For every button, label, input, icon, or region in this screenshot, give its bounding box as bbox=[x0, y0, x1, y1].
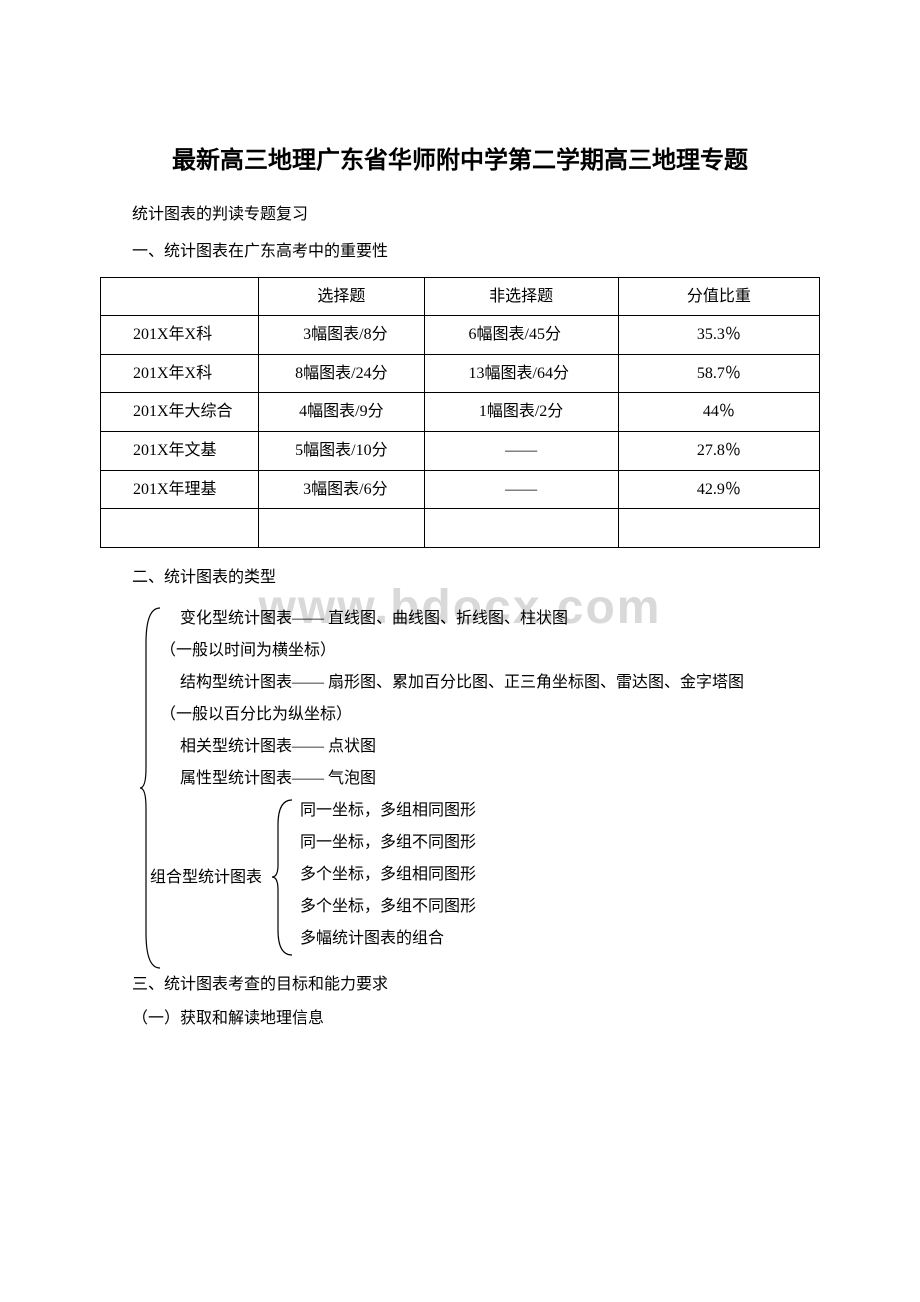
section1-heading: 一、统计图表在广东高考中的重要性 bbox=[100, 238, 820, 267]
table-cell: 6幅图表/45分 bbox=[424, 316, 618, 355]
tree-item: （一般以时间为横坐标） bbox=[160, 635, 820, 667]
intro-text: 统计图表的判读专题复习 bbox=[100, 201, 820, 230]
tree-item: 多幅统计图表的组合 bbox=[260, 923, 820, 955]
table-row: 201X年理基 3幅图表/6分 —— 42.9％ bbox=[101, 470, 820, 509]
table-cell bbox=[618, 509, 819, 548]
table-cell: —— bbox=[424, 431, 618, 470]
table-cell bbox=[259, 509, 424, 548]
table-cell: 27.8％ bbox=[618, 431, 819, 470]
table-header-row: 选择题 非选择题 分值比重 bbox=[101, 277, 820, 316]
table-cell bbox=[424, 509, 618, 548]
section3-sub1: （一）获取和解读地理信息 bbox=[100, 1005, 820, 1034]
table-cell: 58.7％ bbox=[618, 354, 819, 393]
table-cell: 35.3％ bbox=[618, 316, 819, 355]
table-cell: 4幅图表/9分 bbox=[259, 393, 424, 432]
table-cell: 201X年文基 bbox=[101, 431, 259, 470]
tree-item: 相关型统计图表—— 点状图 bbox=[160, 731, 820, 763]
table-cell: 201X年大综合 bbox=[101, 393, 259, 432]
table-row: 201X年文基 5幅图表/10分 —— 27.8％ bbox=[101, 431, 820, 470]
importance-table: 选择题 非选择题 分值比重 201X年X科 3幅图表/8分 6幅图表/45分 3… bbox=[100, 277, 820, 548]
tree-item: 属性型统计图表—— 气泡图 bbox=[160, 763, 820, 795]
table-cell: —— bbox=[424, 470, 618, 509]
section3-heading: 三、统计图表考查的目标和能力要求 bbox=[100, 971, 820, 1000]
table-header-cell bbox=[101, 277, 259, 316]
sub-bracket-icon bbox=[270, 795, 300, 960]
table-cell: 201X年X科 bbox=[101, 354, 259, 393]
table-cell: 1幅图表/2分 bbox=[424, 393, 618, 432]
table-header-cell: 选择题 bbox=[259, 277, 424, 316]
table-row: 201X年X科 8幅图表/24分 13幅图表/64分 58.7％ bbox=[101, 354, 820, 393]
chart-type-tree: 变化型统计图表—— 直线图、曲线图、折线图、柱状图 （一般以时间为横坐标） 结构… bbox=[100, 603, 820, 955]
section2-heading: 二、统计图表的类型 bbox=[100, 564, 820, 593]
table-cell: 3幅图表/8分 bbox=[259, 316, 424, 355]
page-title: 最新高三地理广东省华师附中学第二学期高三地理专题 bbox=[100, 140, 820, 175]
table-cell bbox=[101, 509, 259, 548]
table-row: 201X年X科 3幅图表/8分 6幅图表/45分 35.3％ bbox=[101, 316, 820, 355]
tree-item: （一般以百分比为纵坐标） bbox=[160, 699, 820, 731]
document-body: 最新高三地理广东省华师附中学第二学期高三地理专题 统计图表的判读专题复习 一、统… bbox=[100, 140, 820, 1034]
table-header-cell: 分值比重 bbox=[618, 277, 819, 316]
table-cell: 8幅图表/24分 bbox=[259, 354, 424, 393]
table-cell: 201X年理基 bbox=[101, 470, 259, 509]
table-row: 201X年大综合 4幅图表/9分 1幅图表/2分 44％ bbox=[101, 393, 820, 432]
bracket-icon bbox=[138, 603, 168, 973]
table-cell: 3幅图表/6分 bbox=[259, 470, 424, 509]
sub-tree: 组合型统计图表 同一坐标，多组相同图形 同一坐标，多组不同图形 多个坐标，多组相… bbox=[260, 795, 820, 955]
table-row bbox=[101, 509, 820, 548]
table-cell: 13幅图表/64分 bbox=[424, 354, 618, 393]
table-cell: 5幅图表/10分 bbox=[259, 431, 424, 470]
tree-item: 多个坐标，多组相同图形 bbox=[260, 859, 820, 891]
tree-item: 同一坐标，多组不同图形 bbox=[260, 827, 820, 859]
tree-item: 变化型统计图表—— 直线图、曲线图、折线图、柱状图 bbox=[160, 603, 820, 635]
table-cell: 44％ bbox=[618, 393, 819, 432]
tree-item: 同一坐标，多组相同图形 bbox=[260, 795, 820, 827]
table-header-cell: 非选择题 bbox=[424, 277, 618, 316]
tree-item: 多个坐标，多组不同图形 bbox=[260, 891, 820, 923]
table-cell: 201X年X科 bbox=[101, 316, 259, 355]
sub-tree-label: 组合型统计图表 bbox=[150, 863, 262, 887]
tree-item: 结构型统计图表—— 扇形图、累加百分比图、正三角坐标图、雷达图、金字塔图 bbox=[160, 667, 820, 699]
table-cell: 42.9％ bbox=[618, 470, 819, 509]
